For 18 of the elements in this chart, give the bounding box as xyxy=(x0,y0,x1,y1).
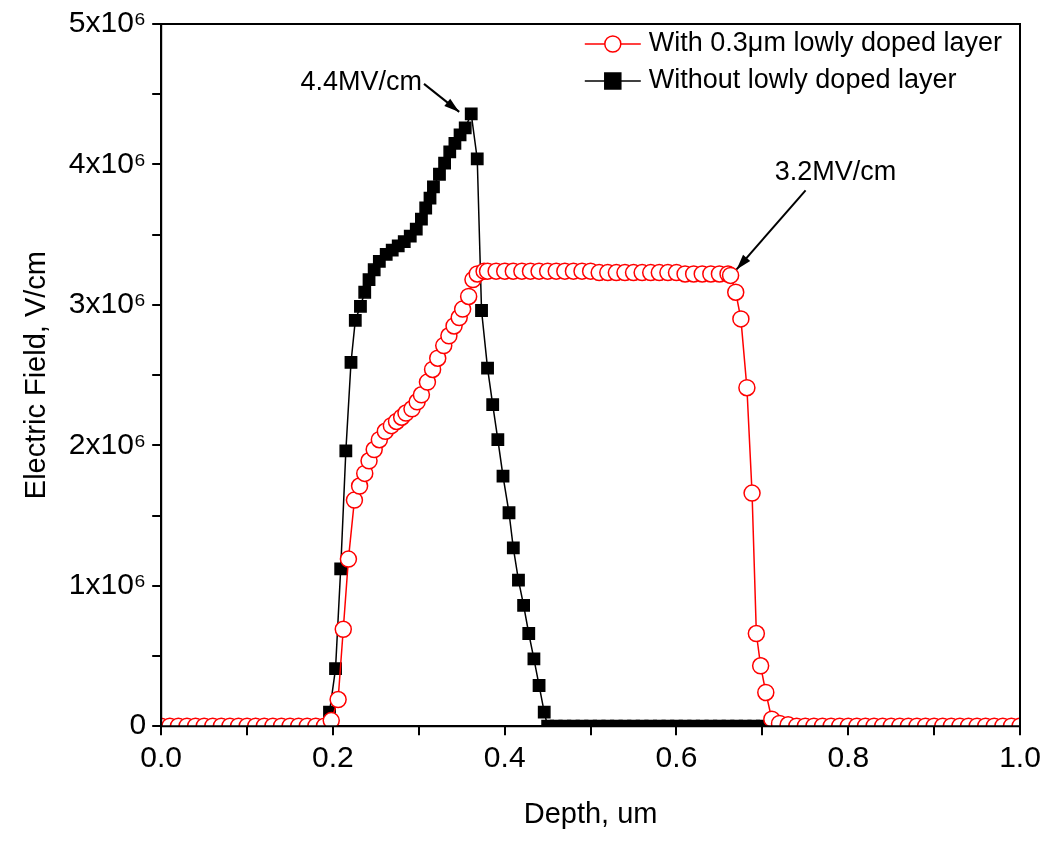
x-tick-label: 0.8 xyxy=(827,740,870,774)
annotation: 3.2MV/cm xyxy=(774,156,897,187)
x-tick-label: 0.2 xyxy=(312,740,354,774)
x-tick-label: 0.0 xyxy=(140,740,183,774)
legend-label: Without lowly doped layer xyxy=(648,64,957,95)
legend-label: With 0.3μm lowly doped layer xyxy=(648,27,1003,58)
x-tick-label: 0.6 xyxy=(655,740,698,774)
y-tick-label: 1x10⁶ xyxy=(68,567,147,601)
y-tick-label: 5x10⁶ xyxy=(68,5,147,39)
y-axis-title: Electric Field, V/cm xyxy=(19,251,52,500)
x-tick-label: 0.4 xyxy=(483,740,526,774)
x-axis-title: Depth, um xyxy=(523,796,658,829)
y-tick-label: 2x10⁶ xyxy=(68,426,147,460)
x-tick-label: 1.0 xyxy=(999,740,1041,774)
y-tick-label: 4x10⁶ xyxy=(68,145,147,179)
y-tick-label: 3x10⁶ xyxy=(68,286,147,320)
annotation: 4.4MV/cm xyxy=(300,65,422,96)
y-tick-label: 0 xyxy=(129,707,147,741)
